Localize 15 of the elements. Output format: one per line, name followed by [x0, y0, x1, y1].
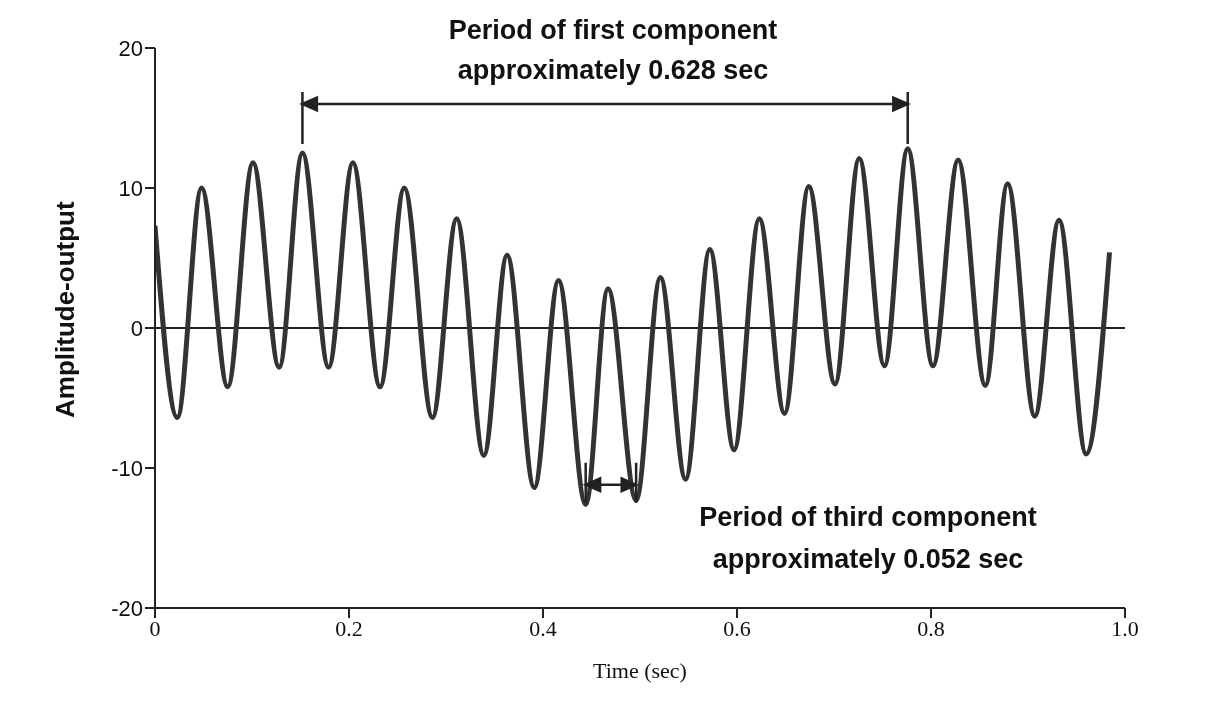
y-axis-title: Amplitude-output [50, 201, 81, 418]
annotation: Period of third component approximately 0.052 sec [698, 501, 1038, 576]
x-tick-label: 0.2 [335, 615, 363, 641]
x-tick-label: 0.6 [723, 615, 751, 641]
y-tick-label: 10 [118, 175, 143, 201]
x-tick-label: 0 [149, 615, 161, 641]
x-axis-title: Time (sec) [593, 658, 687, 683]
x-tick-label: 1.0 [1111, 615, 1139, 641]
y-tick-label: -10 [111, 455, 143, 481]
y-tick-label: 0 [130, 315, 143, 341]
y-tick-label: 20 [118, 35, 143, 61]
x-tick-label: 0.8 [917, 615, 945, 641]
x-tick-label: 0.4 [529, 615, 557, 641]
annotation: Period of first component approximately 0.628 sec [447, 14, 779, 87]
y-tick-label: -20 [111, 595, 143, 621]
